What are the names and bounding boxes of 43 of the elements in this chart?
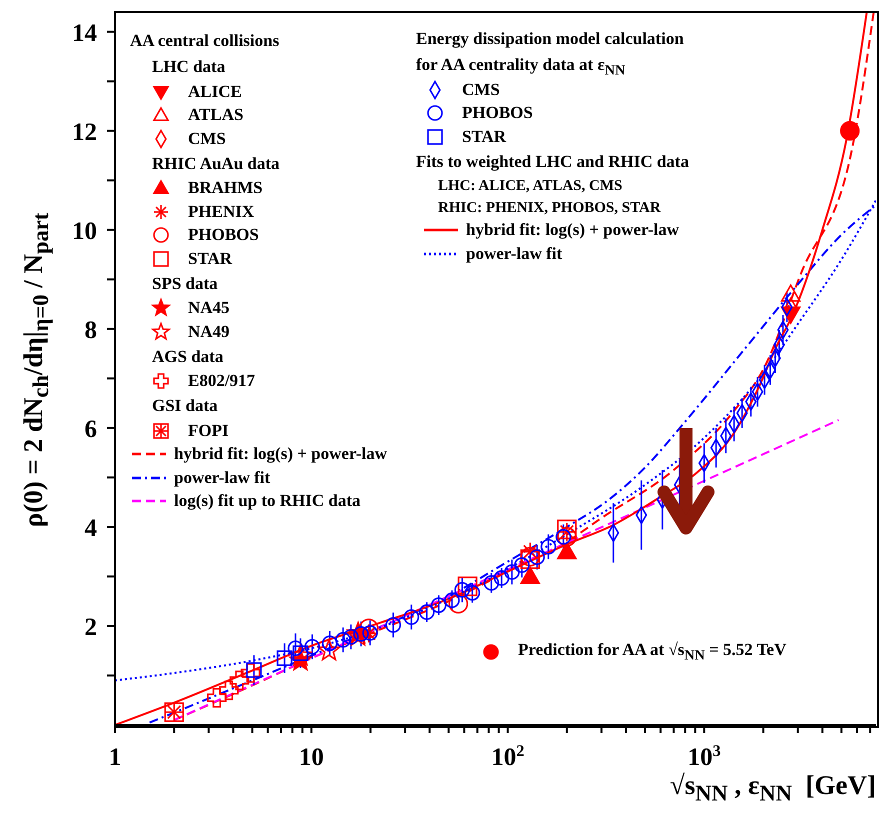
y-tick-label: 8 — [84, 316, 97, 344]
legend-label: PHOBOS — [462, 103, 533, 124]
legend-label: ALICE — [188, 82, 242, 102]
y-tick-label: 2 — [84, 614, 97, 641]
legend-label: CMS — [462, 80, 500, 100]
legend-label: ATLAS — [188, 105, 244, 126]
legend-label: STAR — [188, 248, 232, 269]
legend-label: Prediction for AA at √s$_{NN}$ = 5.52 TeV — [518, 640, 786, 664]
legend-label: FOPI — [188, 420, 229, 441]
legend-label: power-law fit — [466, 244, 562, 264]
legend-label: power-law fit — [174, 468, 270, 488]
y-tick-label: 4 — [84, 514, 98, 542]
y-tick-label: 6 — [84, 416, 97, 443]
annotation: for AA centrality data at ε$_{NN}$ — [416, 54, 626, 78]
annotation: LHC data — [151, 56, 226, 78]
x-axis-title: √s$_{NN}$ , ε$_{NN}$ [GeV] — [670, 770, 876, 806]
legend-label: PHOBOS — [188, 225, 259, 246]
annotation: RHIC: PHENIX, PHOBOS, STAR — [437, 198, 662, 218]
legend-label: NA49 — [188, 322, 230, 342]
legend-label: BRAHMS — [188, 178, 263, 198]
legend-label: log(s) fit up to RHIC data — [174, 491, 361, 512]
legend-label: STAR — [462, 126, 506, 147]
annotation: SPS data — [151, 272, 219, 294]
legend-label: hybrid fit: log(s) + power-law — [466, 220, 680, 240]
annotation: AA central collisions — [130, 30, 280, 52]
annotation: Fits to weighted LHC and RHIC data — [416, 150, 689, 173]
y-tick-label: 10 — [72, 218, 97, 245]
annotation: Energy dissipation model calculation — [416, 28, 685, 50]
legend-label: hybrid fit: log(s) + power-law — [174, 444, 388, 464]
annotation: LHC: ALICE, ATLAS, CMS — [437, 176, 624, 196]
legend-label: NA45 — [188, 298, 230, 318]
annotation: RHIC AuAu data — [151, 152, 281, 174]
annotation: AGS data — [151, 346, 224, 368]
x-tick-label: 1 — [108, 744, 122, 771]
legend-label: PHENIX — [188, 202, 254, 222]
x-tick-label: 10$^{2}$ — [491, 742, 524, 771]
y-tick-label: 14 — [72, 20, 98, 47]
annotation: GSI data — [151, 395, 219, 417]
legend-label: E802/917 — [188, 371, 256, 392]
x-tick-label: 10$^{3}$ — [688, 742, 721, 771]
legend-label: CMS — [188, 128, 226, 149]
x-tick-label: 10 — [298, 744, 324, 771]
y-tick-label: 12 — [72, 118, 97, 146]
